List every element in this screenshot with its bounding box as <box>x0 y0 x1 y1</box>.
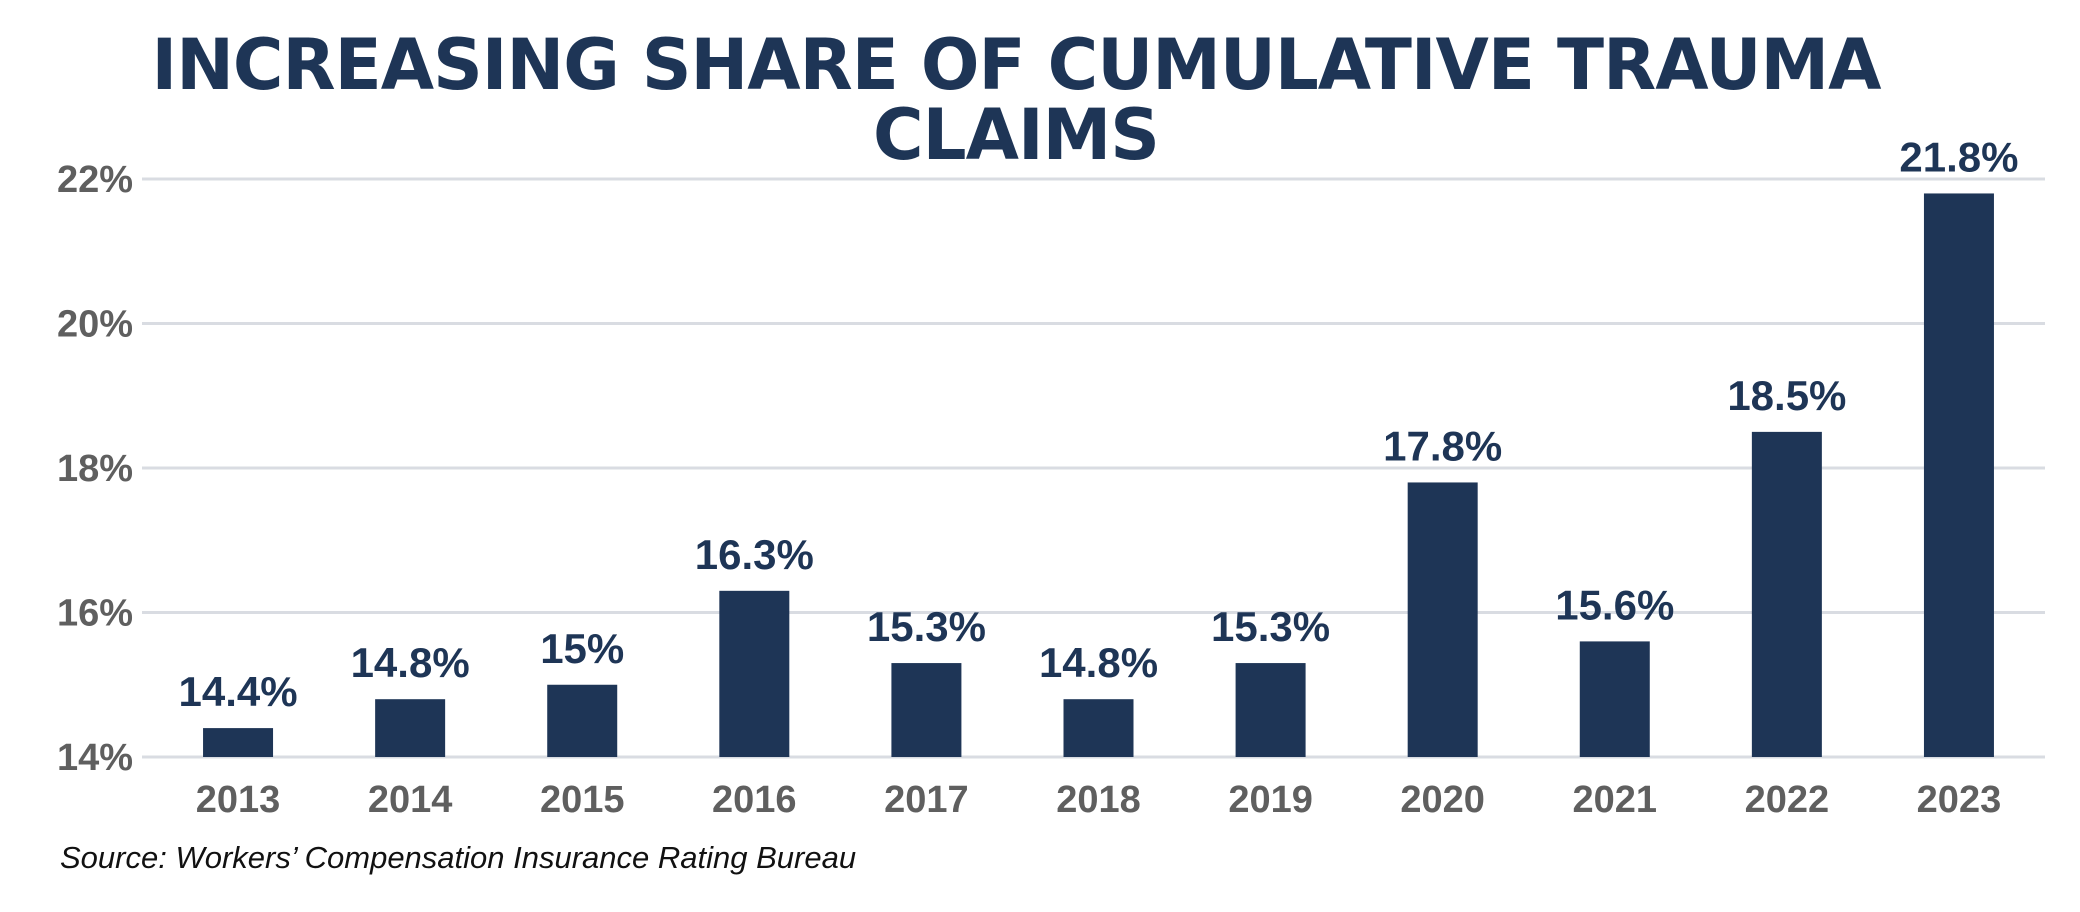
data-labels: 14.4% 14.8% 15% 16.3% 15.3% 14.8% 15.3% 17.8% 15… <box>178 133 2018 715</box>
bar-2014 <box>375 699 446 757</box>
x-label-2018: 2018 <box>1056 779 1141 821</box>
bars <box>203 193 1994 757</box>
bar-2015 <box>547 684 618 757</box>
x-label-2015: 2015 <box>540 779 625 821</box>
x-label-2016: 2016 <box>712 779 797 821</box>
data-label-2022: 18.5% <box>1727 372 1846 419</box>
x-label-2020: 2020 <box>1400 779 1485 821</box>
x-axis-categories: 2013 2014 2015 2016 2017 2018 2019 2020 2021 2022… <box>196 779 2001 821</box>
data-label-2013: 14.4% <box>178 668 297 715</box>
data-label-2016: 16.3% <box>695 531 814 578</box>
data-label-2014: 14.8% <box>351 639 470 686</box>
x-label-2017: 2017 <box>884 779 969 821</box>
data-label-2018: 14.8% <box>1039 639 1158 686</box>
y-tick-label: 22% <box>57 159 133 201</box>
x-label-2019: 2019 <box>1228 779 1313 821</box>
bar-2022 <box>1751 431 1822 757</box>
bar-2019 <box>1235 663 1306 757</box>
source-note: Source: Workers’ Compensation Insurance … <box>60 840 857 875</box>
bar-2016 <box>719 590 790 757</box>
data-label-2023: 21.8% <box>1899 133 2018 180</box>
data-label-2021: 15.6% <box>1555 581 1674 628</box>
x-label-2014: 2014 <box>368 779 453 821</box>
data-label-2017: 15.3% <box>867 603 986 650</box>
bar-2018 <box>1063 699 1134 757</box>
bar-2020 <box>1407 482 1478 757</box>
bar-2017 <box>891 663 962 757</box>
x-label-2022: 2022 <box>1745 779 1830 821</box>
y-tick-label: 14% <box>57 737 133 779</box>
data-label-2015: 15% <box>540 625 624 672</box>
data-label-2019: 15.3% <box>1211 603 1330 650</box>
y-tick-label: 16% <box>57 593 133 635</box>
x-label-2021: 2021 <box>1572 779 1657 821</box>
x-label-2013: 2013 <box>196 779 281 821</box>
x-label-2023: 2023 <box>1917 779 2002 821</box>
chart-title: INCREASING SHARE OF CUMULATIVE TRAUMA CL… <box>151 24 1882 176</box>
y-tick-label: 18% <box>57 448 133 490</box>
data-label-2020: 17.8% <box>1383 422 1502 469</box>
y-tick-label: 20% <box>57 304 133 346</box>
bar-2021 <box>1579 641 1650 757</box>
y-axis-ticks: 14% 16% 18% 20% 22% <box>57 159 133 779</box>
bar-2013 <box>203 728 274 757</box>
bar-2023 <box>1923 193 1994 757</box>
